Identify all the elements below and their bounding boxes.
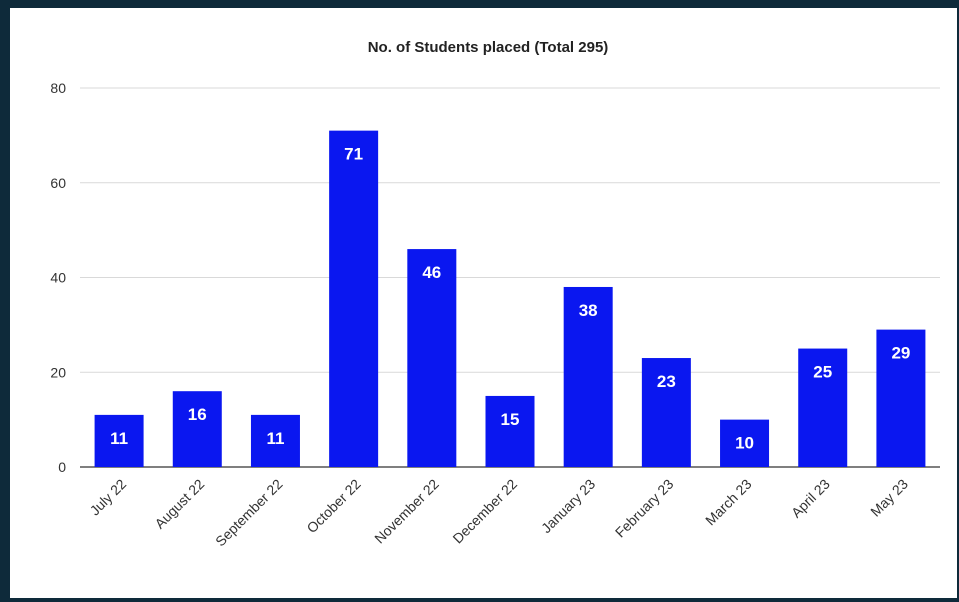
bar xyxy=(94,414,144,467)
data-label: 16 xyxy=(188,405,207,424)
data-label: 11 xyxy=(110,429,128,448)
x-tick-label: May 23 xyxy=(867,476,911,520)
bar xyxy=(172,391,222,467)
bars xyxy=(94,130,926,467)
x-tick-label: April 23 xyxy=(788,476,833,521)
bar xyxy=(876,329,926,467)
data-label: 29 xyxy=(891,344,910,363)
y-axis: 0 20 40 60 80 xyxy=(50,80,66,475)
bar xyxy=(563,286,613,467)
data-label: 11 xyxy=(266,429,284,448)
bar xyxy=(720,419,770,467)
bar xyxy=(329,130,379,467)
data-label: 25 xyxy=(813,363,832,382)
bar-chart: No. of Students placed (Total 295) 0 20 40… xyxy=(50,39,940,550)
y-tick-label: 0 xyxy=(58,459,66,475)
bar xyxy=(407,249,457,467)
x-tick-label: October 22 xyxy=(303,476,363,536)
x-tick-label: January 23 xyxy=(538,476,598,536)
data-label: 38 xyxy=(579,301,598,320)
x-tick-label: December 22 xyxy=(449,476,520,547)
x-axis: July 22 August 22 September 22 October 22 No… xyxy=(87,476,912,550)
y-tick-label: 40 xyxy=(50,270,66,286)
x-tick-label: August 22 xyxy=(151,476,207,532)
x-tick-label: September 22 xyxy=(212,476,286,550)
x-tick-label: February 23 xyxy=(612,476,677,541)
x-tick-label: November 22 xyxy=(371,476,442,547)
y-tick-label: 60 xyxy=(50,175,66,191)
bar xyxy=(641,358,691,467)
y-tick-label: 80 xyxy=(50,80,66,96)
data-label: 15 xyxy=(501,410,520,429)
x-tick-label: July 22 xyxy=(87,476,130,519)
x-tick-label: March 23 xyxy=(702,476,755,529)
bar xyxy=(250,414,300,467)
bar xyxy=(798,348,848,467)
data-label: 46 xyxy=(422,263,441,282)
data-label: 10 xyxy=(735,434,754,453)
y-tick-label: 20 xyxy=(50,364,66,380)
data-label: 23 xyxy=(657,372,676,391)
bar xyxy=(485,395,535,467)
data-labels: 11 16 11 71 46 15 38 23 10 25 29 xyxy=(110,145,910,453)
chart-frame: No. of Students placed (Total 295) 0 20 40… xyxy=(10,8,957,598)
data-label: 71 xyxy=(344,145,363,164)
chart-title: No. of Students placed (Total 295) xyxy=(368,39,609,56)
